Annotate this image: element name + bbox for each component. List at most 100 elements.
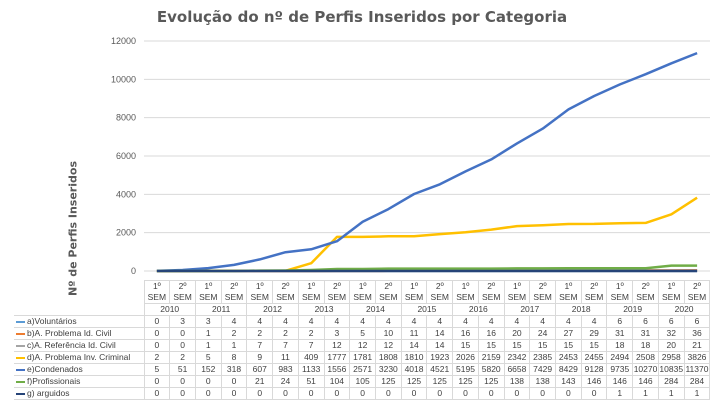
gridlines <box>144 40 710 272</box>
semester-label: SEM <box>143 292 171 304</box>
semester-label: SEM <box>220 292 248 304</box>
legend-swatch <box>16 368 25 371</box>
data-label: 4 <box>246 315 274 328</box>
legend-swatch <box>16 344 25 347</box>
series-name: b)A. Problema Id. Civil <box>27 328 112 339</box>
data-label: 29 <box>580 327 608 340</box>
semester-label: SEM <box>323 292 351 304</box>
series-name: e)Condenados <box>27 364 83 375</box>
data-label: 2571 <box>349 363 376 376</box>
series-name: c)A. Referência Id. Civil <box>27 340 116 351</box>
data-label: 14 <box>400 339 428 352</box>
data-label: 4 <box>529 315 556 328</box>
data-label: 2494 <box>606 351 634 364</box>
data-label: 6 <box>657 315 685 328</box>
data-label: 8429 <box>555 363 582 376</box>
data-label: 4 <box>580 315 608 328</box>
data-label: 2159 <box>477 351 505 364</box>
data-label: 0 <box>220 375 248 388</box>
data-label: 0 <box>580 387 608 400</box>
data-label: 125 <box>400 375 428 388</box>
legend-swatch <box>16 356 25 359</box>
semester-label: 2º <box>683 280 711 292</box>
data-label: 15 <box>452 339 479 352</box>
data-label: 1 <box>657 387 685 400</box>
data-label: 152 <box>194 363 222 376</box>
data-label: 8 <box>220 351 248 364</box>
data-label: 15 <box>503 339 531 352</box>
semester-label: SEM <box>272 292 299 304</box>
data-label: 0 <box>143 315 171 328</box>
data-label: 11 <box>400 327 428 340</box>
data-label: 3 <box>194 315 222 328</box>
data-label: 3 <box>323 327 351 340</box>
data-label: 4 <box>220 315 248 328</box>
data-label: 0 <box>169 387 196 400</box>
series-name: g) arguidos <box>27 388 70 399</box>
data-label: 4 <box>426 315 454 328</box>
data-label: 1781 <box>349 351 376 364</box>
legend-swatch <box>16 380 25 383</box>
series-lines <box>156 51 698 273</box>
data-label: 0 <box>452 387 479 400</box>
year-label: 2019 <box>606 303 659 316</box>
semester-label: SEM <box>194 292 222 304</box>
data-label: 138 <box>503 375 531 388</box>
semester-label: SEM <box>580 292 608 304</box>
semester-label: 2º <box>632 280 659 292</box>
data-label: 36 <box>683 327 711 340</box>
data-label: 143 <box>555 375 582 388</box>
data-label: 20 <box>503 327 531 340</box>
data-label: 6 <box>632 315 659 328</box>
semester-label: SEM <box>374 292 402 304</box>
data-label: 6 <box>606 315 634 328</box>
series-name: a)Voluntários <box>27 316 77 327</box>
data-label: 2 <box>169 351 196 364</box>
data-label: 18 <box>606 339 634 352</box>
legend-swatch <box>16 320 25 323</box>
chart-title: Evolução do nº de Perfis Inseridos por C… <box>156 8 568 26</box>
legend-entry: e)Condenados <box>14 363 145 376</box>
data-label: 1 <box>606 387 634 400</box>
data-label: 6658 <box>503 363 531 376</box>
data-label: 31 <box>632 327 659 340</box>
data-label: 51 <box>169 363 196 376</box>
data-label: 2 <box>143 351 171 364</box>
semester-label: SEM <box>683 292 711 304</box>
data-label: 9128 <box>580 363 608 376</box>
data-label: 11 <box>272 351 299 364</box>
legend-entry: b)A. Problema Id. Civil <box>14 327 145 340</box>
data-label: 5 <box>194 351 222 364</box>
data-label: 18 <box>632 339 659 352</box>
legend-entry: d)A. Problema Inv. Criminal <box>14 351 145 364</box>
data-label: 0 <box>323 387 351 400</box>
data-label: 14 <box>426 327 454 340</box>
series-name: d)A. Problema Inv. Criminal <box>27 352 131 363</box>
year-label: 2020 <box>657 303 711 316</box>
data-label: 12 <box>349 339 376 352</box>
data-label: 2455 <box>580 351 608 364</box>
y-tick-label: 2000 <box>116 228 136 238</box>
data-label: 51 <box>297 375 325 388</box>
semester-label: 2º <box>426 280 454 292</box>
semester-label: SEM <box>400 292 428 304</box>
data-label: 10 <box>374 327 402 340</box>
data-label: 0 <box>143 327 171 340</box>
data-label: 2958 <box>657 351 685 364</box>
data-label: 2 <box>220 327 248 340</box>
semester-label: 1º <box>657 280 685 292</box>
semester-label: SEM <box>297 292 325 304</box>
semester-label: 2º <box>374 280 402 292</box>
semester-label: SEM <box>555 292 582 304</box>
data-label: 125 <box>452 375 479 388</box>
data-label: 0 <box>169 327 196 340</box>
data-label: 7429 <box>529 363 556 376</box>
semester-label: 1º <box>194 280 222 292</box>
semester-label: SEM <box>503 292 531 304</box>
data-label: 15 <box>529 339 556 352</box>
data-label: 12 <box>323 339 351 352</box>
data-label: 16 <box>477 327 505 340</box>
data-label: 0 <box>272 387 299 400</box>
data-label: 1923 <box>426 351 454 364</box>
semester-label: 2º <box>580 280 608 292</box>
